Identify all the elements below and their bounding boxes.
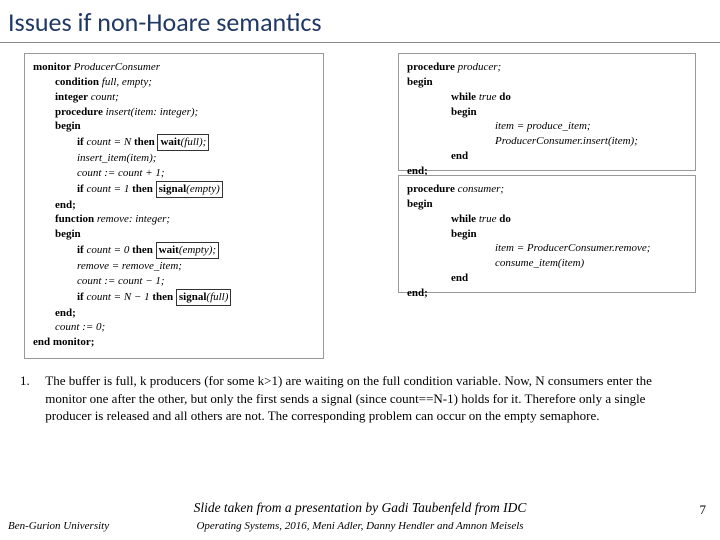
kw: then: [132, 183, 153, 195]
ident: consumer;: [458, 183, 504, 195]
stmt: item = ProducerConsumer.remove;: [407, 241, 687, 256]
stmt: consume_item(item): [407, 256, 687, 271]
kw: procedure: [55, 106, 103, 118]
kw: condition: [55, 76, 99, 88]
stmt: remove = remove_item;: [33, 259, 315, 274]
kw: begin: [55, 120, 81, 132]
kw: begin: [407, 198, 433, 210]
kw: begin: [451, 228, 477, 240]
ident: count;: [91, 91, 119, 103]
ident: insert(item: integer);: [106, 106, 199, 118]
wait-full-highlight: wait(full);: [157, 134, 209, 151]
stmt: ProducerConsumer.insert(item);: [407, 134, 687, 149]
code-area: monitor ProducerConsumer condition full,…: [24, 53, 696, 363]
note-text: The buffer is full, k producers (for som…: [45, 372, 685, 425]
kw: end;: [55, 199, 76, 211]
page-number: 7: [700, 502, 707, 518]
kw: if: [77, 136, 84, 148]
kw: procedure: [407, 61, 455, 73]
slide-title: Issues if non-Hoare semantics: [0, 0, 720, 43]
expr: count = N − 1: [86, 291, 149, 303]
signal-empty-highlight: signal(empty): [156, 181, 223, 198]
stmt: count := count − 1;: [33, 274, 315, 289]
stmt: count := count + 1;: [33, 166, 315, 181]
kw: end monitor;: [33, 336, 94, 348]
footer-credit: Slide taken from a presentation by Gadi …: [0, 500, 720, 516]
kw: end: [451, 272, 468, 284]
ident: producer;: [458, 61, 502, 73]
kw: begin: [451, 106, 477, 118]
footer-bgu: Ben-Gurion University: [8, 520, 109, 532]
ident: full, empty;: [102, 76, 152, 88]
kw: do: [499, 91, 511, 103]
monitor-code-box: monitor ProducerConsumer condition full,…: [24, 53, 324, 359]
wait-empty-highlight: wait(empty);: [156, 242, 219, 259]
stmt: count := 0;: [33, 320, 315, 335]
stmt: item = produce_item;: [407, 119, 687, 134]
kw: monitor: [33, 61, 71, 73]
expr: true: [479, 213, 497, 225]
expr: count = N: [86, 136, 131, 148]
kw: then: [132, 244, 153, 256]
kw: then: [134, 136, 155, 148]
kw: end;: [407, 287, 428, 299]
kw: function: [55, 213, 94, 225]
kw: begin: [55, 228, 81, 240]
kw: do: [499, 213, 511, 225]
kw: if: [77, 244, 84, 256]
kw: integer: [55, 91, 88, 103]
expr: count = 1: [86, 183, 129, 195]
expr: count = 0: [86, 244, 129, 256]
expr: true: [479, 91, 497, 103]
kw: end;: [55, 307, 76, 319]
kw: procedure: [407, 183, 455, 195]
kw: if: [77, 183, 84, 195]
note-number: 1.: [20, 372, 42, 390]
issue-note: 1. The buffer is full, k producers (for …: [20, 372, 700, 425]
stmt: insert_item(item);: [33, 151, 315, 166]
kw: while: [451, 213, 476, 225]
kw: if: [77, 291, 84, 303]
ident: ProducerConsumer: [74, 61, 160, 73]
kw: then: [152, 291, 173, 303]
producer-code-box: procedure producer; begin while true do …: [398, 53, 696, 171]
kw: begin: [407, 76, 433, 88]
kw: end: [451, 150, 468, 162]
kw: while: [451, 91, 476, 103]
consumer-code-box: procedure consumer; begin while true do …: [398, 175, 696, 293]
ident: remove: integer;: [97, 213, 170, 225]
signal-full-highlight: signal(full): [176, 289, 232, 306]
